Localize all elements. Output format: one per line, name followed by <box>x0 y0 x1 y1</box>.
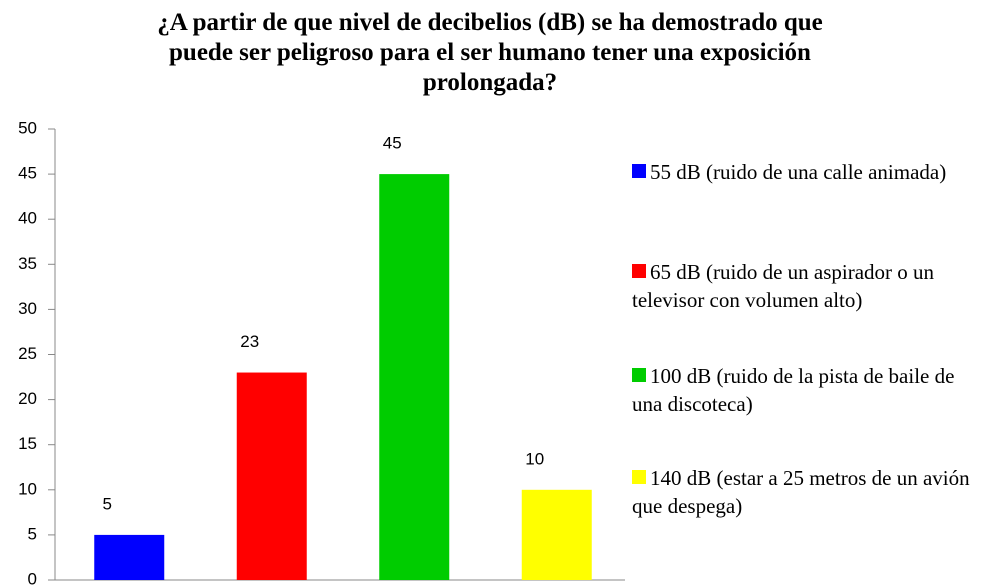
bar <box>521 489 592 580</box>
bar <box>94 534 165 580</box>
legend-swatch <box>632 470 646 484</box>
legend-label: 140 dB (estar a 25 metros de un avión qu… <box>632 466 970 518</box>
legend-swatch <box>632 264 646 278</box>
y-tick-label: 0 <box>28 569 37 585</box>
legend-entry: 55 dB (ruido de una calle animada) <box>632 158 972 186</box>
legend-label: 55 dB (ruido de una calle animada) <box>650 160 947 184</box>
data-label: 5 <box>103 494 112 513</box>
y-tick-label: 35 <box>18 254 37 273</box>
data-label: 23 <box>240 332 259 351</box>
legend-entry: 140 dB (estar a 25 metros de un avión qu… <box>632 464 972 520</box>
legend-entry: 65 dB (ruido de un aspirador o un televi… <box>632 258 972 314</box>
legend-swatch <box>632 164 646 178</box>
data-label: 10 <box>525 449 544 468</box>
y-tick-label: 50 <box>18 118 37 137</box>
bar <box>236 372 307 580</box>
y-tick-label: 45 <box>18 164 37 183</box>
legend-entry: 100 dB (ruido de la pista de baile de un… <box>632 362 972 418</box>
y-tick-label: 20 <box>18 389 37 408</box>
legend-swatch <box>632 368 646 382</box>
y-tick-label: 30 <box>18 299 37 318</box>
y-tick-label: 40 <box>18 209 37 228</box>
chart-title: ¿A partir de que nivel de decibelios (dB… <box>157 9 823 96</box>
legend-label: 100 dB (ruido de la pista de baile de un… <box>632 364 955 416</box>
bar <box>379 174 450 580</box>
y-tick-label: 5 <box>28 524 37 543</box>
y-tick-label: 25 <box>18 344 37 363</box>
legend-label: 65 dB (ruido de un aspirador o un televi… <box>632 260 935 312</box>
y-tick-label: 10 <box>18 479 37 498</box>
data-label: 45 <box>383 134 402 153</box>
y-tick-label: 15 <box>18 434 37 453</box>
